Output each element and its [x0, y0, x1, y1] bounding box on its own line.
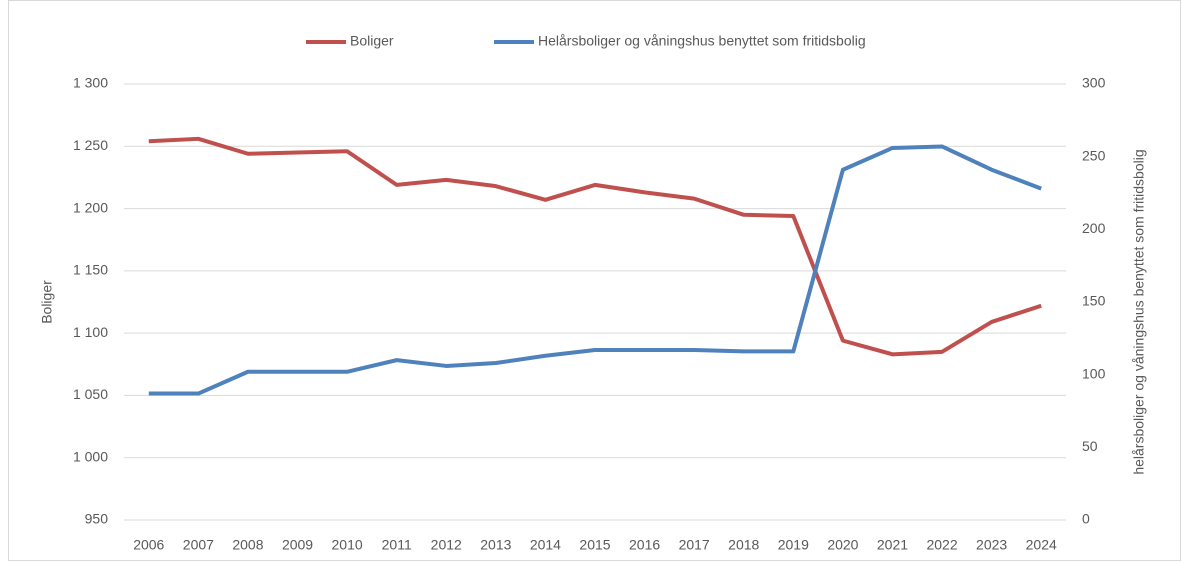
y2-tick-label: 300 — [1082, 75, 1106, 91]
y-tick-label: 1 100 — [73, 324, 108, 340]
y2-tick-label: 250 — [1082, 147, 1106, 163]
y2-tick-label: 100 — [1082, 365, 1106, 381]
y-tick-label: 1 250 — [73, 137, 108, 153]
x-tick-label: 2018 — [728, 537, 759, 553]
x-tick-label: 2022 — [926, 537, 957, 553]
x-tick-label: 2019 — [778, 537, 809, 553]
legend-label: Helårsboliger og våningshus benyttet som… — [538, 33, 866, 49]
x-tick-label: 2013 — [480, 537, 511, 553]
chart-frame — [8, 0, 1181, 561]
x-tick-label: 2010 — [332, 537, 363, 553]
x-tick-label: 2012 — [431, 537, 462, 553]
y2-axis-label: helårsboliger og våningshus benyttet som… — [1131, 149, 1147, 474]
x-tick-label: 2014 — [530, 537, 561, 553]
y2-tick-label: 150 — [1082, 293, 1106, 309]
x-tick-label: 2020 — [827, 537, 858, 553]
y-tick-label: 1 050 — [73, 386, 108, 402]
y-tick-label: 1 150 — [73, 262, 108, 278]
x-tick-label: 2007 — [183, 537, 214, 553]
y-tick-label: 1 300 — [73, 75, 108, 91]
y2-tick-label: 200 — [1082, 220, 1106, 236]
x-tick-label: 2006 — [133, 537, 164, 553]
y-tick-label: 950 — [85, 511, 109, 527]
x-tick-label: 2024 — [1026, 537, 1057, 553]
x-tick-label: 2017 — [679, 537, 710, 553]
y-axis-label: Boliger — [39, 280, 55, 324]
legend-label: Boliger — [350, 33, 394, 49]
line-series — [148, 136, 1042, 357]
y2-tick-label: 0 — [1082, 511, 1090, 527]
x-tick-label: 2009 — [282, 537, 313, 553]
x-tick-label: 2016 — [629, 537, 660, 553]
y-tick-label: 1 000 — [73, 448, 108, 464]
x-tick-label: 2008 — [232, 537, 263, 553]
x-tick-label: 2023 — [976, 537, 1007, 553]
x-tick-label: 2011 — [382, 537, 412, 553]
y2-tick-label: 50 — [1082, 438, 1098, 454]
x-tick-label: 2015 — [579, 537, 610, 553]
x-tick-label: 2021 — [877, 537, 908, 553]
y-tick-label: 1 200 — [73, 199, 108, 215]
line-series — [148, 144, 1042, 396]
